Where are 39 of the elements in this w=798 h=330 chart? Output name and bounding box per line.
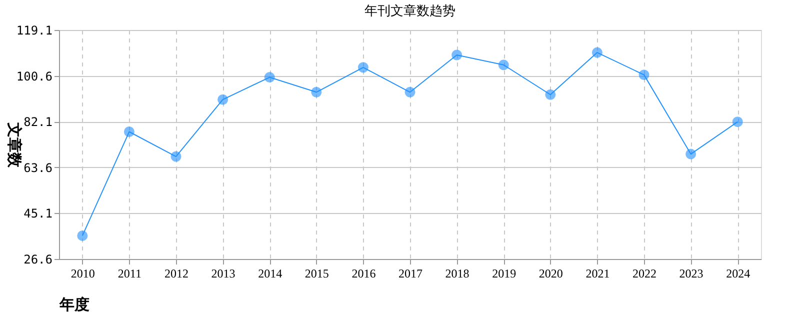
x-tick-label: 2012 [164, 266, 188, 280]
point [452, 50, 462, 60]
chart-title: 年刊文章数趋势 [364, 3, 456, 18]
point [124, 126, 134, 137]
x-tick-label: 2023 [679, 266, 704, 280]
point [686, 148, 696, 160]
x-tick-label: 2018 [445, 266, 470, 280]
point [170, 151, 182, 162]
y-tick-label: 63.6 [24, 160, 52, 175]
point [592, 47, 602, 58]
x-tick-label: 2017 [398, 266, 422, 280]
point [358, 62, 368, 73]
x-tick-label: 2013 [211, 266, 236, 280]
x-axis-title: 年度 [58, 296, 90, 314]
x-tick-label: 2021 [586, 266, 610, 280]
point [404, 86, 416, 98]
point [498, 60, 509, 70]
x-tick-label: 2024 [726, 266, 750, 280]
y-tick-label: 45.1 [24, 206, 52, 221]
point [545, 89, 556, 100]
point [77, 230, 88, 241]
y-tick-label: 100.6 [16, 69, 52, 84]
x-tick-label: 2020 [538, 266, 563, 280]
y-tick-label: 119.1 [16, 24, 52, 38]
y-tick-label: 82.1 [24, 115, 52, 130]
point [638, 70, 650, 80]
x-tick-label: 2019 [492, 266, 516, 280]
point [732, 116, 743, 128]
point [264, 72, 275, 83]
point [311, 86, 322, 98]
x-tick-label: 2011 [118, 266, 142, 280]
x-tick-label: 2016 [352, 266, 376, 280]
y-axis-title: 文章数 [5, 122, 24, 168]
point [218, 94, 228, 105]
y-tick-label: 26.6 [24, 252, 52, 266]
x-tick-label: 2015 [304, 266, 329, 280]
x-tick-label: 2010 [70, 266, 95, 280]
x-tick-label: 2022 [632, 266, 656, 280]
x-tick-label: 2014 [258, 266, 282, 280]
